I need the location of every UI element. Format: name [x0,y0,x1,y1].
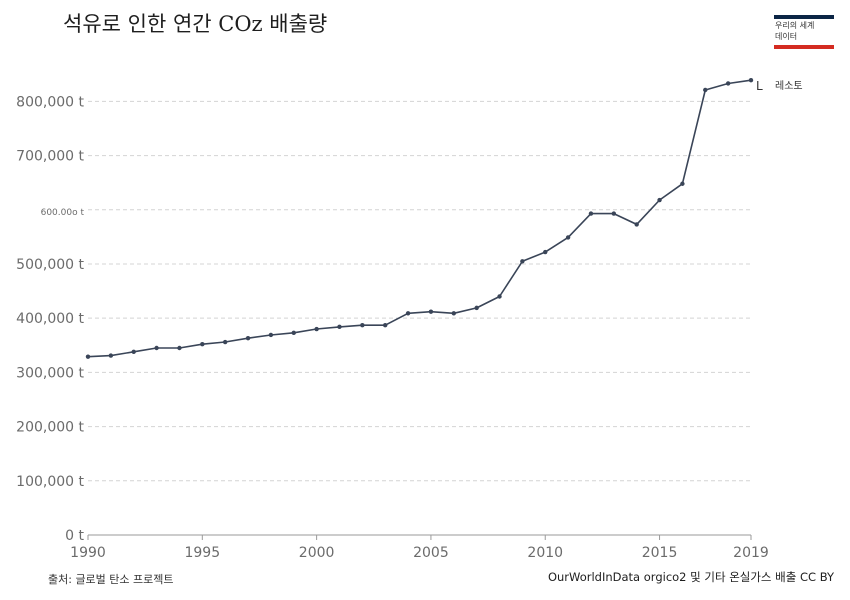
data-point [360,323,365,328]
data-point [451,311,456,316]
data-point [703,87,708,93]
data-point [131,349,136,354]
data-point [314,326,319,332]
logo-text: 우리의 세계 데이터 [775,21,815,41]
y-tick-label: 0 t [65,528,84,544]
data-point [108,353,114,358]
data-point [680,181,685,186]
data-point [657,197,662,203]
data-point [85,354,91,359]
y-tick-label: 200,000 t [16,420,84,436]
data-point [383,323,388,328]
y-tick-label: 700,000 t [16,149,84,165]
data-point [245,336,251,341]
data-point [565,235,571,240]
data-point [291,330,296,336]
data-point [268,332,274,338]
data-point [748,78,754,83]
data-point [200,342,205,347]
series-label: 레소토 [775,80,803,92]
x-tick-label: 2010 [527,545,563,561]
series-label-marker: L [756,79,763,93]
data-point [337,324,342,330]
series-group: L 레소토 [85,78,803,359]
gridlines [88,100,751,482]
y-tick-label: 100,000 t [16,474,84,490]
logo-top-bar [774,15,834,19]
x-tick-label: 1990 [70,545,106,561]
x-tick-label: 1995 [184,545,220,561]
y-tick-label: 600.00o t [41,208,85,218]
y-tick-label: 300,000 t [16,365,84,381]
y-axis: 0 t 100,000 t 200,000 t 300,000 t 400,000 t 5… [16,94,84,544]
data-point [520,259,525,264]
y-tick-label: 800,000 t [16,94,84,110]
series-line [87,79,752,358]
y-tick-label: 400,000 t [16,311,84,327]
data-point [588,211,594,216]
x-tick-label: 2000 [299,545,335,561]
data-point [497,294,502,299]
data-point [405,311,411,316]
x-tick-label: 2019 [733,545,769,561]
data-point [634,222,639,227]
x-axis: 1990 1995 2000 2005 2010 2015 2019 [70,534,769,561]
data-point [428,309,434,314]
data-point [543,249,548,255]
chart-title: 석유로 인한 연간 COz 배출량 [63,12,328,36]
data-point [222,339,228,345]
x-tick-label: 2005 [413,545,449,561]
data-point [177,345,182,351]
source-note[interactable]: 출처: 글로벌 탄소 프로젝트 [48,573,174,586]
data-point [611,211,617,216]
data-point [725,81,731,86]
logo-bottom-bar [774,45,834,49]
y-tick-label: 500,000 t [16,257,84,273]
owid-logo[interactable]: 우리의 세계 데이터 [774,15,834,49]
data-point [154,345,159,351]
license-note[interactable]: OurWorldInData orgico2 및 기타 온실가스 배출 CC B… [547,570,834,584]
data-point [474,305,479,311]
x-tick-label: 2015 [642,545,678,561]
